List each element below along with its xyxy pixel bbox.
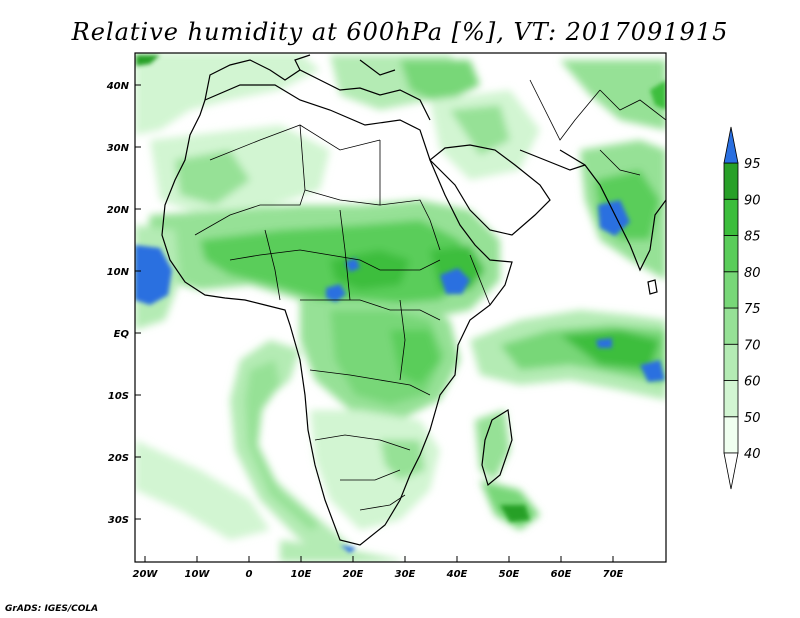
colorbar-label: 50 <box>744 411 761 426</box>
lon-tick-label: 30E <box>395 569 416 580</box>
lat-tick-label: 20N <box>107 205 130 216</box>
colorbar-label: 60 <box>744 375 761 390</box>
colorbar-segment <box>723 380 739 418</box>
lon-tick-label: 20W <box>133 569 159 580</box>
colorbar: 40 50 60 70 75 80 85 90 95 <box>723 126 761 490</box>
colorbar-label: 80 <box>744 266 761 281</box>
coastlines <box>161 54 666 546</box>
grads-credit: GrADS: IGES/COLA <box>5 604 99 614</box>
colorbar-label: 70 <box>744 338 761 353</box>
lon-tick-label: 20E <box>343 569 364 580</box>
colorbar-segment <box>723 416 739 454</box>
latitude-axis: 40N 30N 20N 10N EQ 10S 20S 30S <box>106 81 141 526</box>
lon-tick-label: 60E <box>551 569 572 580</box>
lat-tick-label: 30N <box>107 143 130 154</box>
lat-tick-label: 10S <box>108 391 129 402</box>
colorbar-label: 75 <box>744 302 761 317</box>
colorbar-segment <box>723 162 739 200</box>
colorbar-label: 90 <box>744 193 761 208</box>
colorbar-above-triangle <box>723 126 739 164</box>
plot-frame <box>134 52 667 563</box>
colorbar-segment <box>723 271 739 309</box>
colorbar-segment <box>723 343 739 381</box>
lat-tick-label: 20S <box>108 453 129 464</box>
country-borders <box>194 79 666 511</box>
lon-tick-label: 0 <box>246 569 253 580</box>
colorbar-label: 95 <box>744 157 761 172</box>
lon-tick-label: 40E <box>446 569 468 580</box>
colorbar-below-triangle <box>723 452 739 490</box>
colorbar-segment <box>723 198 739 236</box>
lat-tick-label: 10N <box>107 267 130 278</box>
lon-tick-label: 50E <box>499 569 520 580</box>
lon-tick-label: 10E <box>291 569 312 580</box>
lat-tick-label: EQ <box>114 329 130 340</box>
humidity-shading <box>135 53 666 562</box>
colorbar-label: 40 <box>744 447 761 462</box>
longitude-axis: 20W 10W 0 10E 20E 30E 40E 50E 60E 70E <box>133 556 624 580</box>
colorbar-segment <box>723 235 739 273</box>
lon-tick-label: 70E <box>603 569 624 580</box>
lat-tick-label: 30S <box>108 515 129 526</box>
colorbar-segment <box>723 307 739 345</box>
map-title: Relative humidity at 600hPa [%], VT: 201… <box>71 18 729 46</box>
lat-tick-label: 40N <box>106 81 130 92</box>
lon-tick-label: 10W <box>185 569 211 580</box>
colorbar-label: 85 <box>744 230 761 245</box>
